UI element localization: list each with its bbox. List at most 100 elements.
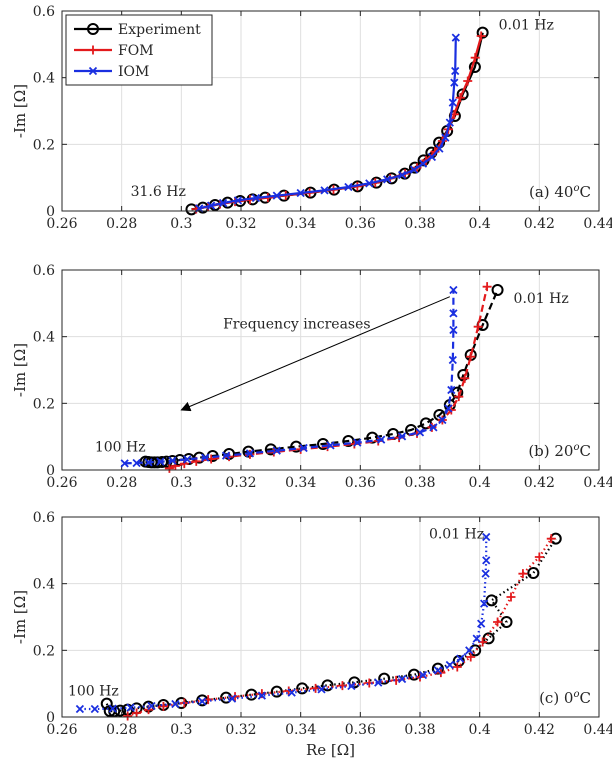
annotation: 31.6 Hz xyxy=(131,184,186,200)
x-tick-label: 0.44 xyxy=(583,475,612,491)
data-point-experiment xyxy=(100,697,113,710)
x-tick-label: 0.3 xyxy=(170,216,192,232)
data-point-iom xyxy=(444,404,453,413)
data-point-fom xyxy=(476,31,486,41)
panel-3: 0.26 0.28 0.3 0.32 0.34 0.36 0.38 0.4 0.42 0.44 0 0… xyxy=(11,510,612,759)
y-tick-label: 0 xyxy=(46,463,55,479)
x-tick-label: 0.38 xyxy=(404,722,435,738)
x-tick-label: 0.4 xyxy=(469,475,491,491)
data-point-iom xyxy=(287,688,296,697)
data-point-iom xyxy=(317,685,326,694)
data-point-iom xyxy=(477,619,486,628)
data-point-iom xyxy=(365,179,374,188)
x-tick-label: 0.3 xyxy=(170,722,192,738)
x-tick-label: 0.42 xyxy=(524,722,555,738)
annotation: Frequency increases xyxy=(223,316,371,332)
y-tick-label: 0.2 xyxy=(33,137,55,153)
data-point-iom xyxy=(344,182,353,192)
data-point-experiment xyxy=(527,567,540,579)
x-tick-label: 0.34 xyxy=(285,722,316,738)
data-point-iom xyxy=(245,449,255,458)
data-point-iom xyxy=(445,660,454,670)
annotation: 0.01 Hz xyxy=(499,18,554,34)
x-tick-label: 0.42 xyxy=(524,475,555,491)
legend-entry: Experiment xyxy=(118,22,201,38)
data-point-iom xyxy=(201,453,210,462)
data-point-iom xyxy=(272,191,281,200)
annotation: 100 Hz xyxy=(95,440,146,456)
data-point-iom xyxy=(397,432,407,441)
data-point-iom xyxy=(233,196,243,205)
x-tick-label: 0.36 xyxy=(345,475,376,491)
data-point-fom xyxy=(466,352,476,362)
y-tick-label: 0.4 xyxy=(33,577,55,593)
data-point-fom xyxy=(123,711,133,721)
data-point-iom xyxy=(449,325,458,335)
data-point-iom xyxy=(320,186,329,195)
data-point-iom xyxy=(374,678,383,687)
series-line-iom xyxy=(198,37,457,210)
data-point-iom xyxy=(90,704,99,714)
panels: 0.26 0.28 0.3 0.32 0.34 0.36 0.38 0.4 0.42 0.4400… xyxy=(11,4,612,759)
legend: Experiment FOM IOM xyxy=(65,14,213,86)
data-point-iom xyxy=(147,701,156,711)
data-point-fom xyxy=(158,701,168,711)
plot-area xyxy=(62,270,599,470)
panel-label: (a) 40oC xyxy=(529,183,591,201)
data-point-fom xyxy=(349,439,359,449)
y-tick-label: 0.2 xyxy=(33,396,55,412)
data-point-iom xyxy=(418,670,428,680)
data-point-iom xyxy=(472,634,481,643)
data-point-iom xyxy=(207,201,216,210)
panel-2: 0.26 0.28 0.3 0.32 0.34 0.36 0.38 0.4 0.42 0.44 0 0… xyxy=(11,263,612,491)
y-tick-label: 0.6 xyxy=(33,510,55,526)
data-point-iom xyxy=(415,428,425,437)
data-point-iom xyxy=(198,697,207,706)
panel-label: (c) 0oC xyxy=(539,689,591,707)
data-point-iom xyxy=(144,458,153,467)
x-tick-label: 0.3 xyxy=(170,475,192,491)
data-point-iom xyxy=(456,654,465,663)
data-point-iom xyxy=(218,198,228,208)
data-point-iom xyxy=(465,646,474,655)
data-point-fom xyxy=(493,617,503,627)
data-point-fom xyxy=(460,373,470,383)
data-point-experiment xyxy=(456,88,469,101)
x-tick-label: 0.26 xyxy=(46,475,77,491)
data-point-iom xyxy=(451,33,460,42)
data-point-iom xyxy=(171,699,180,709)
x-tick-label: 0.42 xyxy=(524,216,555,232)
x-tick-label: 0.34 xyxy=(285,216,316,232)
x-tick-label: 0.28 xyxy=(106,722,137,738)
data-point-fom xyxy=(311,683,321,693)
data-point-fom xyxy=(284,686,294,696)
data-point-iom xyxy=(272,446,281,455)
data-point-fom xyxy=(463,76,473,86)
y-axis-label: -Im [Ω] xyxy=(11,343,29,397)
data-point-iom xyxy=(480,599,489,608)
frequency-arrow xyxy=(180,296,451,412)
data-point-iom xyxy=(347,681,356,691)
x-tick-label: 0.36 xyxy=(345,722,376,738)
data-point-fom xyxy=(452,662,462,672)
data-point-iom xyxy=(156,457,165,466)
data-point-fom xyxy=(482,282,492,292)
annotation: 100 Hz xyxy=(68,683,119,699)
x-tick-label: 0.26 xyxy=(46,722,77,738)
data-point-fom xyxy=(470,53,480,63)
data-point-iom xyxy=(438,415,447,425)
data-point-iom xyxy=(427,152,437,162)
data-point-experiment xyxy=(342,435,355,447)
y-axis-label: -Im [Ω] xyxy=(11,590,29,644)
legend-swatch-marker xyxy=(88,66,98,76)
data-point-iom xyxy=(450,78,459,87)
axes-frame xyxy=(61,516,600,718)
x-tick-label: 0.36 xyxy=(345,216,376,232)
x-tick-label: 0.32 xyxy=(225,475,256,491)
y-tick-label: 0 xyxy=(46,710,55,726)
data-point-experiment xyxy=(296,682,309,695)
annotation: 0.01 Hz xyxy=(514,291,569,307)
data-point-fom xyxy=(206,454,216,464)
data-point-iom xyxy=(447,385,456,395)
data-point-iom xyxy=(441,133,450,142)
